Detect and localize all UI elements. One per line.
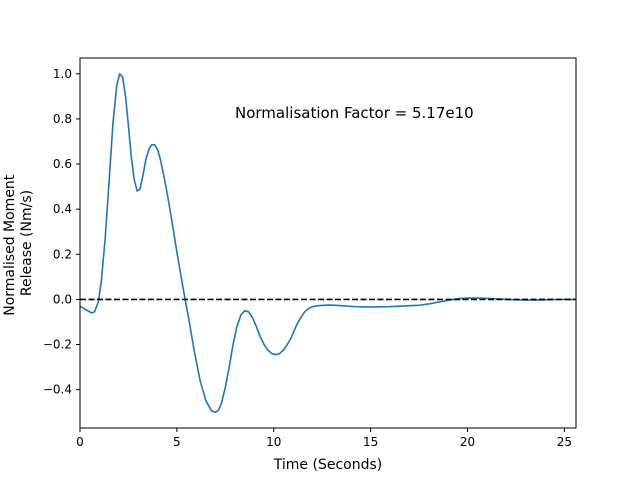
x-tick-label: 25: [557, 435, 572, 449]
normalisation-annotation: Normalisation Factor = 5.17e10: [235, 104, 474, 122]
y-tick-label: −0.4: [43, 383, 72, 397]
series-group: [80, 72, 576, 414]
y-axis-label-line-1: Normalised Moment: [2, 174, 18, 316]
y-tick-label: 1.0: [53, 67, 72, 81]
plot-area-frame: [79, 57, 577, 429]
x-tick-label: 15: [363, 435, 378, 449]
moment-release-line: [80, 72, 576, 414]
x-tick-label: 5: [173, 435, 181, 449]
x-tick-label: 10: [266, 435, 281, 449]
y-tick-label: 0.6: [53, 157, 72, 171]
y-tick-label: 0.2: [53, 247, 72, 261]
y-axis-label: Normalised Moment Release (Nm/s): [2, 170, 35, 316]
x-axis-ticks: 0 5 10 15 20 25: [76, 428, 572, 449]
y-tick-label: −0.2: [43, 338, 72, 352]
y-tick-label: 0.8: [53, 112, 72, 126]
y-axis-label-line-2: Release (Nm/s): [19, 190, 35, 296]
y-axis-ticks: −0.4 −0.2 0.0 0.2 0.4 0.6 0.8 1.0: [43, 67, 80, 397]
y-tick-label: 0.0: [53, 292, 72, 306]
x-axis-label: Time (Seconds): [273, 457, 382, 473]
x-tick-label: 0: [76, 435, 84, 449]
x-tick-label: 20: [460, 435, 475, 449]
y-tick-label: 0.4: [53, 202, 72, 216]
